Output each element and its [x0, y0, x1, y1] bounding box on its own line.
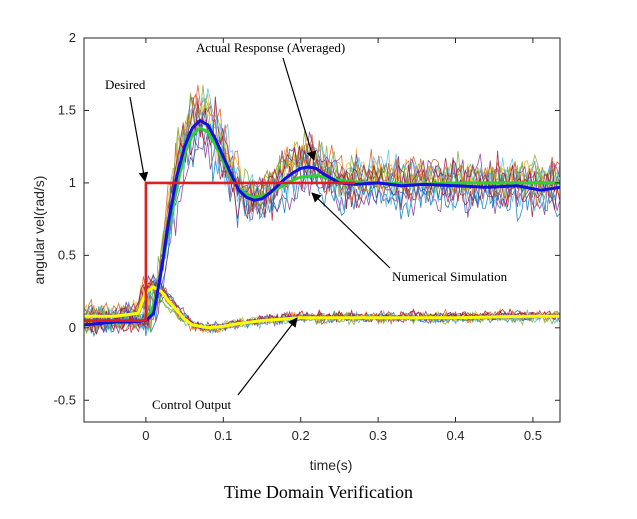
x-tick-label: 0.3 — [369, 428, 387, 443]
svg-text:Desired: Desired — [105, 77, 146, 92]
y-tick-label: -0.5 — [54, 392, 76, 407]
y-tick-label: 0.5 — [58, 247, 76, 262]
y-tick-label: 0 — [69, 320, 76, 335]
x-tick-label: 0.5 — [524, 428, 542, 443]
x-tick-label: 0 — [142, 428, 149, 443]
series-lines — [84, 119, 560, 330]
plot-background — [84, 38, 560, 422]
x-tick-label: 0.2 — [292, 428, 310, 443]
axis-ticks: 0 0.1 0.2 0.3 0.4 0.5 -0.5 0 0.5 1 1.5 2 — [54, 30, 560, 443]
figure-caption: Time Domain Verification — [224, 482, 413, 502]
annotation-desired: Desired — [105, 77, 149, 182]
y-tick-label: 1 — [69, 175, 76, 190]
averaged-response-line — [84, 119, 560, 327]
annotation-numerical-simulation: Numerical Simulation — [311, 192, 508, 284]
svg-text:Actual Response (Averaged): Actual Response (Averaged) — [196, 40, 345, 55]
svg-text:Control Output: Control Output — [152, 397, 231, 412]
desired-line — [84, 181, 355, 322]
y-tick-label: 1.5 — [58, 102, 76, 117]
plot-frame — [83, 37, 561, 423]
annotation-actual-response: Actual Response (Averaged) — [196, 40, 345, 161]
y-tick-label: 2 — [69, 30, 76, 45]
response-trial-line — [84, 120, 560, 334]
x-tick-label: 0.1 — [214, 428, 232, 443]
x-axis-label: time(s) — [310, 457, 353, 473]
y-axis-label: angular vel(rad/s) — [31, 176, 47, 285]
chart: 0 0.1 0.2 0.3 0.4 0.5 -0.5 0 0.5 1 1.5 2 time(s) an… — [31, 30, 561, 473]
x-tick-label: 0.4 — [446, 428, 464, 443]
annotation-control-output: Control Output — [152, 317, 298, 412]
svg-text:Numerical Simulation: Numerical Simulation — [392, 269, 508, 284]
